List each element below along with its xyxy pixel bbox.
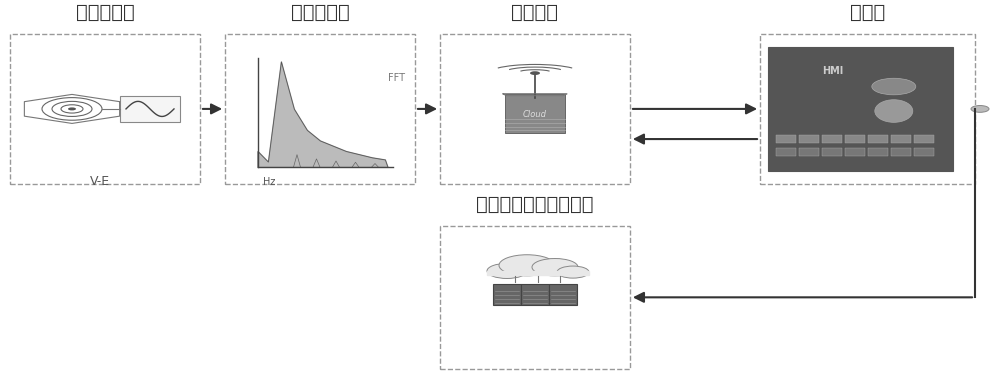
Bar bbox=[799, 134, 819, 143]
Circle shape bbox=[499, 255, 555, 276]
Circle shape bbox=[487, 263, 527, 278]
Bar bbox=[822, 148, 842, 156]
Text: Cloud: Cloud bbox=[523, 110, 547, 119]
Bar bbox=[914, 148, 934, 156]
Circle shape bbox=[557, 266, 589, 278]
Bar bbox=[760, 33, 975, 184]
Text: 振动传感器: 振动传感器 bbox=[76, 3, 134, 22]
Bar bbox=[845, 148, 865, 156]
Bar bbox=[505, 94, 565, 133]
Text: 专用控制器: 专用控制器 bbox=[291, 3, 349, 22]
Bar bbox=[914, 134, 934, 143]
Bar bbox=[822, 134, 842, 143]
Bar bbox=[891, 134, 911, 143]
Polygon shape bbox=[503, 94, 567, 96]
Text: Hz: Hz bbox=[263, 177, 275, 187]
Circle shape bbox=[530, 71, 540, 75]
Bar bbox=[493, 284, 521, 305]
Ellipse shape bbox=[875, 100, 913, 122]
Bar bbox=[440, 226, 630, 369]
Bar bbox=[845, 134, 865, 143]
Bar bbox=[868, 134, 888, 143]
Bar bbox=[768, 47, 953, 171]
Bar bbox=[799, 148, 819, 156]
Circle shape bbox=[532, 258, 578, 276]
Text: 显示器: 显示器 bbox=[850, 3, 885, 22]
Bar bbox=[549, 284, 577, 305]
Bar bbox=[440, 33, 630, 184]
Text: 数据终端: 数据终端 bbox=[512, 3, 558, 22]
Circle shape bbox=[872, 78, 916, 95]
Bar bbox=[868, 148, 888, 156]
Bar bbox=[120, 96, 180, 122]
Circle shape bbox=[971, 106, 989, 112]
Bar bbox=[521, 284, 549, 305]
Text: 云服务器及云计算主机: 云服务器及云计算主机 bbox=[476, 195, 594, 214]
Circle shape bbox=[68, 108, 76, 111]
Bar bbox=[776, 134, 796, 143]
Polygon shape bbox=[258, 62, 388, 167]
Polygon shape bbox=[487, 271, 589, 275]
Text: V-E: V-E bbox=[90, 175, 110, 188]
Bar bbox=[10, 33, 200, 184]
Bar bbox=[776, 148, 796, 156]
Text: HMI: HMI bbox=[822, 66, 843, 76]
Bar bbox=[225, 33, 415, 184]
Bar bbox=[891, 148, 911, 156]
Text: FFT: FFT bbox=[388, 73, 405, 83]
